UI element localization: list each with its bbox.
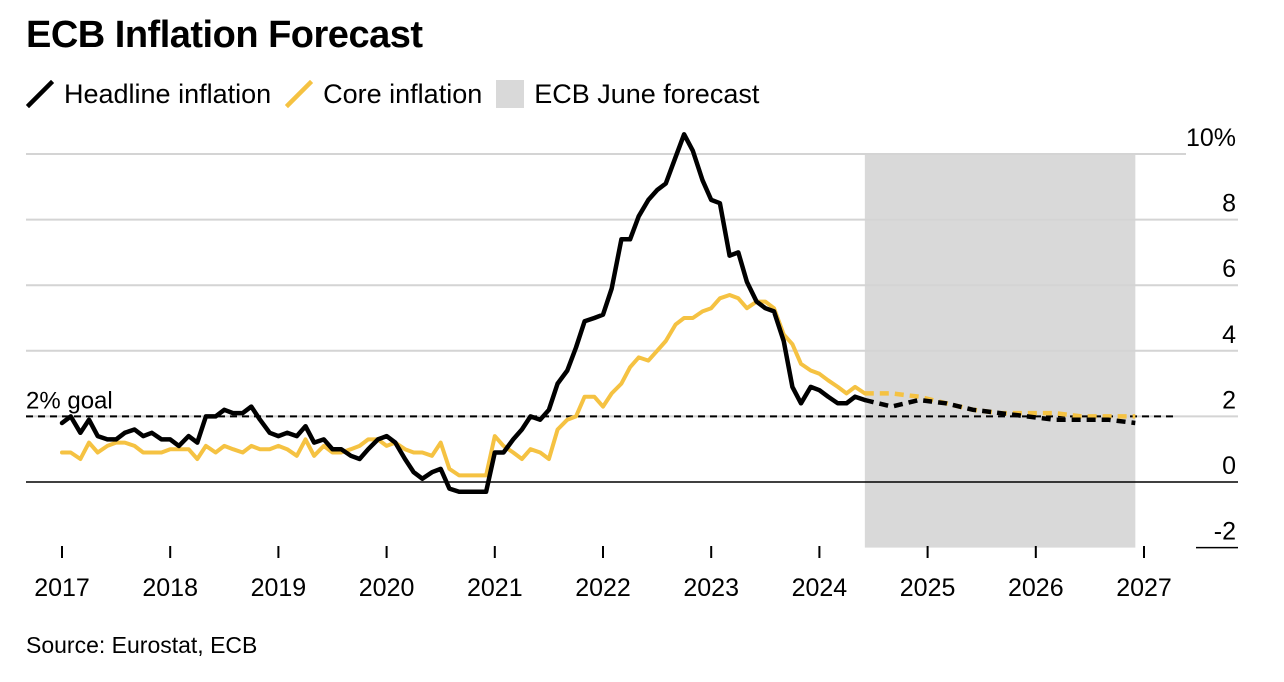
headline-swatch-icon [26, 80, 54, 108]
headline-forecast-line [864, 397, 1136, 426]
forecast-swatch-icon [496, 80, 525, 108]
y-tick-label: 4 [1222, 321, 1236, 349]
legend-label-core: Core inflation [323, 78, 483, 109]
y-tick-label: 8 [1222, 190, 1236, 218]
x-tick-label: 2023 [683, 574, 739, 602]
y-tick-label: -2 [1214, 518, 1236, 546]
y-tick-label: 2 [1222, 386, 1236, 414]
x-tick-label: 2018 [142, 574, 198, 602]
x-tick-label: 2020 [359, 574, 415, 602]
goal-label: 2% goal [26, 387, 113, 414]
y-tick-label: 0 [1222, 452, 1236, 480]
x-tick-label: 2022 [575, 574, 631, 602]
legend-item-headline: Headline inflation [26, 79, 271, 110]
x-tick-label: 2017 [34, 574, 90, 602]
y-tick-label: 10% [1186, 124, 1236, 152]
legend-label-headline: Headline inflation [64, 78, 272, 109]
core-swatch-icon [285, 80, 314, 108]
core-actual-line [60, 293, 867, 478]
legend-item-core: Core inflation [285, 79, 482, 110]
source-note: Source: Eurostat, ECB [26, 632, 258, 658]
x-tick-label: 2026 [1008, 574, 1064, 602]
x-tick-label: 2021 [467, 574, 523, 602]
legend: Headline inflation Core inflation ECB Ju… [26, 76, 773, 112]
x-tick-label: 2019 [251, 574, 307, 602]
chart-title: ECB Inflation Forecast [26, 14, 423, 56]
x-tick-label: 2025 [900, 574, 956, 602]
x-tick-label: 2024 [792, 574, 848, 602]
legend-item-forecast: ECB June forecast [496, 79, 759, 110]
headline-actual-line [59, 132, 868, 495]
legend-label-forecast: ECB June forecast [534, 78, 760, 109]
y-tick-label: 6 [1222, 255, 1236, 283]
x-tick-label: 2027 [1116, 574, 1172, 602]
